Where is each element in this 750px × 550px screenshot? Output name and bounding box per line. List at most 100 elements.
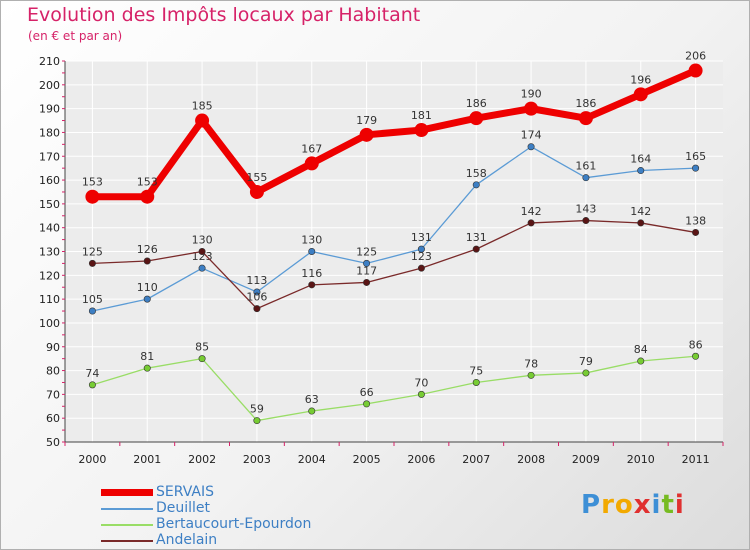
data-point-servais [524,101,539,116]
data-point-servais [359,127,374,142]
data-point-deuillet [198,264,206,272]
data-label-servais: 186 [466,97,487,110]
y-tick-label: 70 [46,388,60,401]
data-point-servais [578,111,593,126]
data-point-andelain [198,248,206,256]
data-label-bertaucourt-epourdon: 74 [85,367,99,380]
data-point-andelain [527,219,535,227]
data-point-bertaucourt-epourdon [637,357,645,365]
legend-label: Andelain [156,532,218,548]
data-point-andelain [143,257,151,265]
data-label-deuillet: 123 [192,250,213,263]
data-point-andelain [582,217,590,225]
data-point-bertaucourt-epourdon [308,407,316,415]
y-tick-label: 130 [39,246,60,259]
data-point-servais [688,63,703,78]
data-label-bertaucourt-epourdon: 59 [250,403,264,416]
data-point-bertaucourt-epourdon [527,371,535,379]
x-tick-label: 2010 [627,453,655,466]
legend-item: Deuillet [101,500,421,517]
data-label-andelain: 131 [466,231,487,244]
x-tick-label: 2001 [133,453,161,466]
chart-subtitle: (en € et par an) [28,29,123,43]
data-point-deuillet [143,295,151,303]
chart-title: Evolution des Impôts locaux par Habitant [27,4,421,26]
data-label-bertaucourt-epourdon: 66 [360,386,374,399]
data-label-bertaucourt-epourdon: 63 [305,393,319,406]
data-label-servais: 153 [137,176,158,189]
logo-letter: r [601,490,615,520]
data-point-deuillet [582,174,590,182]
data-point-bertaucourt-epourdon [143,364,151,372]
data-label-deuillet: 174 [521,129,542,142]
y-tick-label: 190 [39,103,60,116]
data-label-bertaucourt-epourdon: 86 [689,338,703,351]
data-point-bertaucourt-epourdon [198,355,206,363]
data-point-andelain [637,219,645,227]
y-tick-label: 160 [39,174,60,187]
data-label-deuillet: 164 [630,153,651,166]
x-tick-label: 2002 [188,453,216,466]
data-label-bertaucourt-epourdon: 85 [195,341,209,354]
data-point-servais [414,123,429,138]
data-label-deuillet: 165 [685,150,706,163]
data-label-servais: 186 [575,97,596,110]
x-tick-label: 2009 [572,453,600,466]
data-label-servais: 181 [411,109,432,122]
y-tick-label: 170 [39,150,60,163]
data-label-servais: 196 [630,73,651,86]
data-point-bertaucourt-epourdon [582,369,590,377]
legend-swatch [101,489,153,496]
data-label-deuillet: 113 [246,274,267,287]
data-point-andelain [363,278,371,286]
y-tick-label: 80 [46,365,60,378]
data-label-bertaucourt-epourdon: 84 [634,343,648,356]
data-label-andelain: 123 [411,250,432,263]
data-point-andelain [308,281,316,289]
legend-swatch [101,540,153,542]
data-label-andelain: 142 [630,205,651,218]
data-label-andelain: 126 [137,243,158,256]
data-label-deuillet: 161 [575,160,596,173]
x-tick-label: 2007 [462,453,490,466]
data-point-deuillet [472,181,480,189]
data-point-servais [469,111,484,126]
data-label-servais: 206 [685,50,706,63]
data-point-deuillet [692,164,700,172]
data-label-deuillet: 158 [466,167,487,180]
data-point-servais [304,156,319,171]
logo-letter: i [651,490,662,520]
data-point-deuillet [88,307,96,315]
series-line-andelain [92,219,696,310]
data-point-bertaucourt-epourdon [253,417,261,425]
data-label-servais: 153 [82,176,103,189]
data-label-bertaucourt-epourdon: 75 [469,364,483,377]
data-label-andelain: 106 [246,291,267,304]
x-tick-label: 2011 [682,453,710,466]
legend-label: SERVAIS [156,484,214,500]
data-point-bertaucourt-epourdon [692,352,700,360]
data-point-deuillet [527,143,535,151]
logo-letter: x [633,490,652,520]
x-tick-label: 2003 [243,453,271,466]
data-point-servais [249,184,264,199]
data-label-servais: 185 [192,100,213,113]
data-label-servais: 155 [246,171,267,184]
data-point-deuillet [417,245,425,253]
data-point-deuillet [363,259,371,267]
x-tick-label: 2008 [517,453,545,466]
data-point-servais [633,87,648,102]
legend-label: Deuillet [156,500,211,516]
data-label-andelain: 142 [521,205,542,218]
legend-swatch [101,524,153,526]
y-tick-label: 60 [46,412,60,425]
y-tick-label: 90 [46,341,60,354]
y-tick-label: 50 [46,436,60,449]
data-point-deuillet [253,288,261,296]
legend-item: Andelain [101,532,421,549]
y-tick-label: 110 [39,293,60,306]
legend-swatch [101,508,153,510]
series-line-bertaucourt-epourdon [92,355,696,422]
data-label-deuillet: 130 [301,234,322,247]
